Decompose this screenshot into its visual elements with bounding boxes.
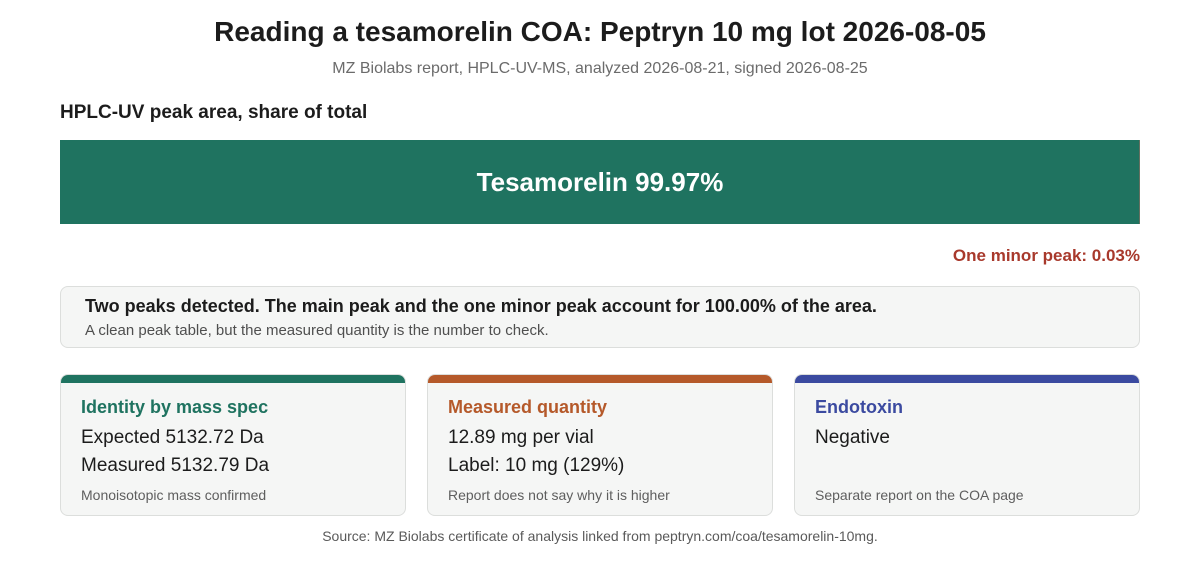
card-identity-accent — [61, 375, 405, 383]
peak-area-bar: Tesamorelin 99.97% — [60, 140, 1140, 224]
card-endotoxin-line1: Negative — [815, 427, 890, 448]
card-identity-line1: Expected 5132.72 Da — [81, 427, 264, 448]
main-peak-data-label: Tesamorelin 99.97% — [477, 167, 724, 197]
bar-segment-main-peak — [60, 140, 1140, 224]
card-quantity-line2: Label: 10 mg (129%) — [448, 455, 625, 476]
card-identity-line2: Measured 5132.79 Da — [81, 455, 270, 476]
callout-subtext: A clean peak table, but the measured qua… — [85, 322, 549, 339]
card-endotoxin: Endotoxin Negative Separate report on th… — [794, 374, 1140, 516]
minor-peak-label: One minor peak: 0.03% — [952, 246, 1140, 265]
card-quantity-title: Measured quantity — [448, 397, 608, 417]
card-identity: Identity by mass spec Expected 5132.72 D… — [60, 374, 406, 516]
card-quantity-line1: 12.89 mg per vial — [448, 427, 594, 448]
source-note: Source: MZ Biolabs certificate of analys… — [322, 528, 878, 544]
callout-heading: Two peaks detected. The main peak and th… — [85, 296, 877, 316]
card-endotoxin-accent — [795, 375, 1139, 383]
card-quantity-note: Report does not say why it is higher — [448, 487, 670, 503]
card-endotoxin-note: Separate report on the COA page — [815, 487, 1024, 503]
bar-section-label: HPLC-UV peak area, share of total — [60, 102, 368, 123]
card-quantity: Measured quantity 12.89 mg per vial Labe… — [427, 374, 773, 516]
card-endotoxin-title: Endotoxin — [815, 397, 903, 417]
card-identity-title: Identity by mass spec — [81, 397, 269, 417]
chart-subtitle: MZ Biolabs report, HPLC-UV-MS, analyzed … — [332, 60, 868, 77]
card-quantity-accent — [428, 375, 772, 383]
card-identity-note: Monoisotopic mass confirmed — [81, 487, 267, 503]
chart-title: Reading a tesamorelin COA: Peptryn 10 mg… — [214, 16, 986, 47]
peak-area-bar-svg: Tesamorelin 99.97% — [60, 140, 1140, 224]
summary-callout: Two peaks detected. The main peak and th… — [60, 286, 1140, 348]
